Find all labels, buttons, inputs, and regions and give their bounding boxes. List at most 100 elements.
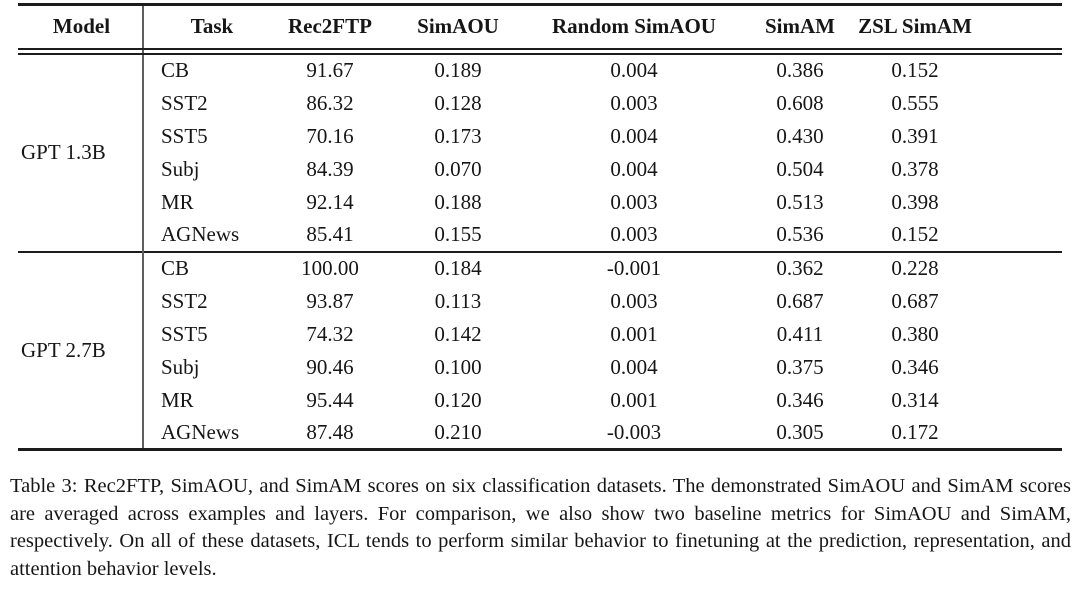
value-cell: 0.003 bbox=[610, 222, 658, 246]
spacer-cell bbox=[979, 219, 1062, 252]
spacer-cell bbox=[979, 153, 1062, 186]
value-cell: 0.004 bbox=[610, 354, 658, 379]
value-cell: 0.536 bbox=[776, 222, 824, 246]
value-cell: 0.100 bbox=[434, 354, 482, 379]
table-header-row: Model Task Rec2FTP SimAOU Random SimAOU … bbox=[18, 4, 1062, 50]
spacer-cell bbox=[979, 351, 1062, 384]
value-cell: 0.391 bbox=[891, 123, 939, 148]
value-cell: 0.189 bbox=[434, 58, 482, 82]
value-cell: 0.608 bbox=[776, 90, 824, 115]
task-cell: Subj bbox=[142, 152, 263, 186]
value-cell: 0.687 bbox=[776, 288, 824, 313]
value-cell: 0.004 bbox=[610, 58, 658, 82]
value-cell: 0.001 bbox=[610, 321, 658, 346]
value-cell: 0.555 bbox=[891, 90, 939, 115]
value-cell: 0.378 bbox=[891, 156, 939, 181]
value-cell: 0.228 bbox=[851, 250, 979, 285]
header-random-simaou: Random SimAOU bbox=[519, 4, 749, 50]
model-cell: GPT 2.7B bbox=[18, 250, 143, 450]
value-cell: 0.184 bbox=[397, 250, 519, 285]
value-cell: -0.003 bbox=[606, 419, 662, 444]
value-cell: 0.188 bbox=[434, 189, 482, 214]
value-cell: 0.411 bbox=[776, 321, 824, 346]
value-cell: 74.32 bbox=[306, 321, 354, 346]
table-row: GPT 1.3B CB 91.67 0.189 0.004 0.386 0.152 bbox=[18, 53, 1062, 164]
table-row: SST5 74.32 0.142 0.001 0.411 0.380 bbox=[18, 317, 1062, 351]
task-cell: SST5 bbox=[142, 119, 263, 153]
model-cell: GPT 1.3B bbox=[21, 140, 106, 164]
table-body: GPT 1.3B CB 91.67 0.189 0.004 0.386 0.152 SST2 8… bbox=[18, 53, 1062, 450]
table-caption: Table 3: Rec2FTP, SimAOU, and SimAM scor… bbox=[10, 475, 1071, 580]
value-cell: 0.003 bbox=[610, 189, 658, 214]
value-cell: 0.155 bbox=[434, 222, 482, 246]
value-cell: 91.67 bbox=[306, 58, 354, 82]
header-task: Task bbox=[142, 4, 263, 50]
value-cell: 90.46 bbox=[306, 354, 354, 379]
value-cell: 100.00 bbox=[263, 250, 397, 285]
table-row: SST2 93.87 0.113 0.003 0.687 0.687 bbox=[18, 284, 1062, 318]
header-rec2ftp: Rec2FTP bbox=[263, 4, 397, 50]
header-zsl-simam: ZSL SimAM bbox=[851, 4, 979, 50]
value-cell: -0.001 bbox=[519, 250, 749, 285]
value-cell: 0.120 bbox=[434, 387, 482, 412]
spacer-cell bbox=[979, 87, 1062, 120]
value-cell: 0.430 bbox=[776, 123, 824, 148]
task-cell: AGNews bbox=[142, 416, 263, 450]
task-cell: CB bbox=[142, 53, 263, 87]
task-cell: CB bbox=[142, 250, 263, 285]
value-cell: 86.32 bbox=[306, 90, 354, 115]
table-header: Model Task Rec2FTP SimAOU Random SimAOU … bbox=[18, 4, 1062, 55]
task-cell: MR bbox=[142, 185, 263, 219]
value-cell: 92.14 bbox=[306, 189, 354, 214]
value-cell: 87.48 bbox=[306, 419, 354, 444]
task-cell: MR bbox=[142, 383, 263, 417]
table-row: SST2 86.32 0.128 0.003 0.608 0.555 bbox=[18, 86, 1062, 120]
gap-cell bbox=[142, 48, 1062, 55]
value-cell: 0.152 bbox=[891, 58, 939, 82]
value-cell: 0.003 bbox=[610, 90, 658, 115]
spacer-cell bbox=[979, 120, 1062, 153]
double-rule-gap bbox=[18, 48, 1062, 55]
value-cell: 0.152 bbox=[891, 222, 939, 246]
table-row: Subj 90.46 0.100 0.004 0.375 0.346 bbox=[18, 350, 1062, 384]
header-simaou: SimAOU bbox=[397, 4, 519, 50]
value-cell: 0.386 bbox=[776, 58, 824, 82]
table-row: MR 95.44 0.120 0.001 0.346 0.314 bbox=[18, 383, 1062, 417]
value-cell: 0.504 bbox=[776, 156, 824, 181]
spacer-cell bbox=[979, 186, 1062, 219]
value-cell: 0.128 bbox=[434, 90, 482, 115]
value-cell: 95.44 bbox=[306, 387, 354, 412]
spacer-cell bbox=[979, 384, 1062, 417]
spacer-cell bbox=[979, 285, 1062, 318]
value-cell: 0.004 bbox=[610, 156, 658, 181]
value-cell: 0.346 bbox=[891, 354, 939, 379]
task-cell: AGNews bbox=[142, 218, 263, 252]
header-simam: SimAM bbox=[749, 4, 851, 50]
value-cell: 93.87 bbox=[306, 288, 354, 313]
value-cell: 0.375 bbox=[776, 354, 824, 379]
task-cell: SST2 bbox=[142, 86, 263, 120]
value-cell: 0.346 bbox=[776, 387, 824, 412]
table-row: MR 92.14 0.188 0.003 0.513 0.398 bbox=[18, 185, 1062, 219]
value-cell: 0.305 bbox=[776, 419, 824, 444]
table-row: AGNews 87.48 0.210 -0.003 0.305 0.172 bbox=[18, 416, 1062, 450]
value-cell: 0.513 bbox=[776, 189, 824, 214]
spacer-cell bbox=[979, 54, 1062, 87]
table-row: SST5 70.16 0.173 0.004 0.430 0.391 bbox=[18, 119, 1062, 153]
header-model: Model bbox=[18, 4, 143, 50]
value-cell: 0.398 bbox=[891, 189, 939, 214]
value-cell: 0.004 bbox=[610, 123, 658, 148]
table-row: AGNews 85.41 0.155 0.003 0.536 0.152 bbox=[18, 218, 1062, 252]
value-cell: 0.173 bbox=[434, 123, 482, 148]
value-cell: 0.142 bbox=[434, 321, 482, 346]
value-cell: 0.314 bbox=[891, 387, 939, 412]
spacer-cell bbox=[979, 318, 1062, 351]
value-cell: 0.362 bbox=[749, 250, 851, 285]
value-cell: 0.003 bbox=[610, 288, 658, 313]
results-table: Model Task Rec2FTP SimAOU Random SimAOU … bbox=[18, 3, 1062, 451]
value-cell: 0.113 bbox=[434, 288, 482, 313]
value-cell: 0.210 bbox=[434, 419, 482, 444]
value-cell: 85.41 bbox=[306, 222, 354, 246]
task-cell: Subj bbox=[142, 350, 263, 384]
